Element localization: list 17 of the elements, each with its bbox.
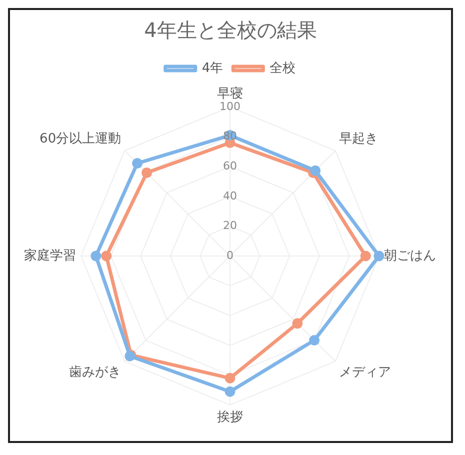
y-tick-label: 100 <box>220 100 240 113</box>
spoke-label: 朝ごはん <box>384 248 436 264</box>
y-tick-label: 20 <box>223 219 237 232</box>
spoke-label: 挨拶 <box>217 410 243 426</box>
legend-label: 4年 <box>202 60 224 76</box>
y-tick-label: 40 <box>223 189 237 202</box>
chart-title: 4年生と全校の結果 <box>144 18 317 42</box>
y-tick-label: 0 <box>226 248 234 262</box>
spoke-label: メディア <box>338 365 391 380</box>
spoke-label: 家庭学習 <box>24 247 76 264</box>
y-tick-label: 80 <box>223 130 237 143</box>
y-tick-label: 60 <box>223 159 237 172</box>
spoke-label: 60分以上運動 <box>40 132 122 147</box>
spoke-label: 早寝 <box>217 86 243 102</box>
spoke-label: 早起き <box>338 132 378 147</box>
legend-label: 全校 <box>270 60 296 76</box>
spoke-label: 歯みがき <box>69 365 122 380</box>
